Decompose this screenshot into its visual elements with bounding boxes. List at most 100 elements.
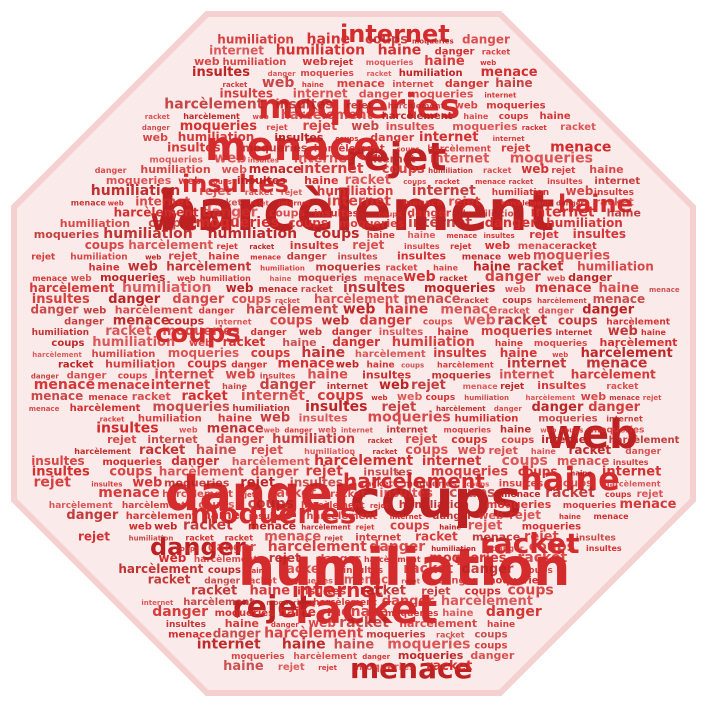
cloud-word-small: harcèlement xyxy=(128,238,213,252)
cloud-word-small: internet xyxy=(507,357,566,372)
cloud-word-small: moqueries xyxy=(429,551,507,566)
cloud-word-small: racket xyxy=(58,360,94,371)
cloud-word-small: racket xyxy=(483,166,512,175)
cloud-word-small: insultes xyxy=(433,346,486,360)
cloud-word: harcèlement xyxy=(343,469,485,493)
cloud-word-small: internet xyxy=(147,433,197,446)
cloud-word-small: moqueries xyxy=(534,339,588,349)
cloud-word-small: harcèlement xyxy=(314,453,413,469)
cloud-word-small: menace xyxy=(462,253,501,263)
cloud-word-small: web xyxy=(108,200,124,208)
cloud-word-small: rejet xyxy=(448,195,480,209)
cloud-word-small: racket xyxy=(275,297,301,305)
cloud-word-small: harcèlement xyxy=(281,108,373,123)
cloud-word-small: coups xyxy=(317,388,363,404)
cloud-word-small: danger xyxy=(538,307,574,317)
cloud-word-small: danger xyxy=(462,562,514,577)
cloud-word-small: harcèlement xyxy=(159,465,244,479)
cloud-word-small: racket xyxy=(522,124,548,132)
cloud-word-small: coups xyxy=(423,317,453,327)
cloud-word-small: insultes xyxy=(91,480,122,488)
cloud-word-small: haine xyxy=(495,339,523,349)
cloud-word-small: rejet xyxy=(324,534,343,542)
cloud-word-small: racket xyxy=(210,199,243,209)
cloud-word-small: web xyxy=(552,351,568,359)
cloud-word-small: racket xyxy=(249,243,275,251)
cloud-word-small: internet xyxy=(278,200,311,208)
cloud-word-small: racket xyxy=(145,113,171,121)
cloud-word-small: internet xyxy=(365,152,415,165)
cloud-word-small: insultes xyxy=(499,478,544,489)
cloud-word-small: web xyxy=(336,360,359,371)
cloud-word-small: harcèlement xyxy=(293,651,357,662)
cloud-word-small: racket xyxy=(280,562,326,577)
cloud-word-small: humiliation xyxy=(399,68,463,79)
cloud-word-small: web xyxy=(463,312,495,328)
cloud-word-small: danger xyxy=(31,372,59,380)
cloud-word-small: internet xyxy=(141,599,174,607)
cloud-word-small: moqueries xyxy=(591,425,645,435)
cloud-word-small: harcèlement xyxy=(29,281,114,295)
cloud-word-small: rejet xyxy=(509,508,541,522)
cloud-word-small: danger xyxy=(435,46,475,57)
cloud-word-small: web xyxy=(321,313,349,327)
cloud-word-small: coups xyxy=(499,112,529,122)
cloud-word-small: harcèlement xyxy=(126,510,197,522)
cloud-word-small: racket xyxy=(223,81,249,89)
cloud-word-small: danger xyxy=(625,447,661,457)
cloud-word: racket xyxy=(480,527,580,560)
cloud-word-small: coups xyxy=(109,465,152,480)
cloud-word-small: insultes xyxy=(576,533,616,543)
cloud-word-small: moqueries xyxy=(404,479,458,489)
cloud-word-small: insultes xyxy=(192,65,250,80)
cloud-word-small: harcèlement xyxy=(49,500,113,511)
cloud-word-small: humiliation xyxy=(455,414,519,425)
cloud-word: coups xyxy=(350,470,522,530)
cloud-word-small: menace xyxy=(264,529,321,544)
cloud-word-small: rejet xyxy=(318,664,337,672)
cloud-word-small: moqueries xyxy=(444,425,492,434)
cloud-word-small: menace xyxy=(207,421,264,436)
cloud-word-small: insultes xyxy=(32,465,90,480)
cloud-word-small: coups xyxy=(365,33,408,48)
cloud-word-small: insultes xyxy=(260,371,296,380)
cloud-word-small: racket xyxy=(367,70,393,78)
cloud-word-small: rejet xyxy=(240,475,275,490)
cloud-word-small: humiliation xyxy=(129,534,174,542)
cloud-word-small: menace xyxy=(481,65,538,80)
cloud-word-small: web xyxy=(262,75,294,91)
cloud-word-small: haine xyxy=(500,424,531,435)
cloud-word-small: danger xyxy=(204,577,240,587)
cloud-word-small: insultes xyxy=(594,188,634,198)
cloud-word-small: danger xyxy=(172,292,224,307)
octagon-shape xyxy=(11,11,696,696)
cloud-word-small: haine xyxy=(487,620,515,630)
cloud-word-small: moqueries xyxy=(486,100,545,111)
cloud-word-small: rejet xyxy=(382,400,417,415)
cloud-word-small: haine xyxy=(495,76,532,90)
cloud-word-small: insultes xyxy=(31,454,84,468)
cloud-word-small: menace xyxy=(259,285,298,295)
cloud-word-small: coups xyxy=(451,433,488,446)
cloud-word-small: insultes xyxy=(338,253,378,263)
cloud-word-small: haine xyxy=(282,636,326,652)
cloud-word-small: insultes xyxy=(362,368,411,381)
cloud-word-small: web xyxy=(505,285,526,295)
cloud-word-small: rejet xyxy=(401,578,420,586)
cloud-word-small: harcèlement xyxy=(115,304,193,317)
cloud-word-small: menace xyxy=(463,382,499,391)
cloud-word-small: haine xyxy=(473,259,510,273)
cloud-word-small: rejet xyxy=(346,100,373,111)
cloud-word-small: moqueries xyxy=(356,662,415,673)
cloud-word-small: internet xyxy=(355,532,401,543)
cloud-word-small: menace xyxy=(594,512,630,521)
cloud-word-small: danger xyxy=(445,77,489,90)
cloud-word-small: danger xyxy=(407,206,451,219)
cloud-word-small: coups xyxy=(558,313,598,327)
cloud-word-small: coups xyxy=(335,135,358,143)
cloud-word-small: moqueries xyxy=(196,215,279,231)
cloud-word-small: danger xyxy=(268,70,296,78)
cloud-word-small: coups xyxy=(502,296,532,306)
cloud-word-small: harcèlement xyxy=(571,367,656,381)
cloud-word-small: moqueries xyxy=(368,410,451,426)
